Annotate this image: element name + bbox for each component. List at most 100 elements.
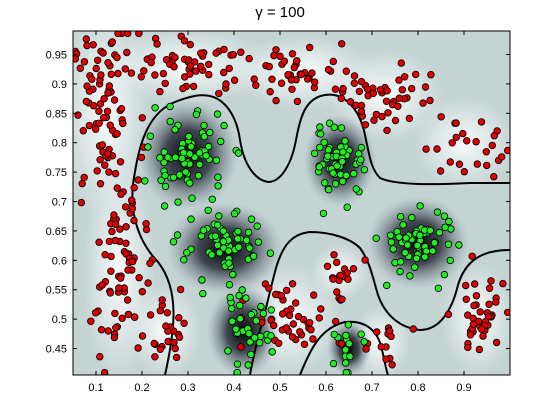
- green-point-218: [232, 325, 240, 333]
- green-point-259: [395, 233, 403, 241]
- red-point-163: [272, 96, 280, 105]
- green-point-212: [256, 339, 264, 347]
- red-point-193: [383, 126, 391, 135]
- red-point-326: [170, 338, 178, 347]
- red-point-187: [350, 72, 359, 80]
- green-point-182: [180, 256, 188, 264]
- red-point-185: [395, 76, 403, 84]
- red-point-186: [405, 114, 414, 123]
- green-point-160: [245, 244, 254, 252]
- red-point-393: [349, 265, 358, 273]
- red-point-216: [397, 59, 405, 67]
- green-point-208: [246, 338, 254, 346]
- green-point-138: [187, 215, 195, 223]
- red-point-54: [82, 35, 90, 43]
- red-point-277: [124, 266, 132, 274]
- red-point-179: [311, 78, 319, 86]
- red-point-240: [488, 141, 496, 150]
- red-point-8: [103, 107, 112, 115]
- red-point-1: [89, 41, 97, 49]
- red-point-174: [252, 81, 260, 89]
- red-point-33: [113, 53, 121, 62]
- red-point-426: [476, 308, 484, 316]
- red-point-196: [391, 116, 400, 125]
- x-tick-label-8: 0.9: [456, 382, 471, 394]
- red-point-237: [477, 118, 486, 126]
- red-point-241: [490, 131, 498, 140]
- green-point-274: [383, 281, 391, 290]
- green-point-139: [173, 231, 182, 239]
- green-point-116: [329, 169, 337, 177]
- red-point-343: [176, 285, 185, 294]
- red-point-24: [119, 119, 127, 128]
- green-point-245: [416, 202, 424, 210]
- red-point-125: [127, 69, 136, 77]
- red-point-333: [175, 314, 183, 322]
- green-point-287: [329, 359, 338, 368]
- red-point-207: [419, 99, 427, 107]
- red-point-208: [337, 94, 345, 103]
- red-point-339: [158, 296, 166, 304]
- red-point-372: [289, 320, 298, 328]
- series-red-points: [73, 31, 510, 375]
- green-point-50: [200, 132, 208, 141]
- red-point-366: [288, 333, 297, 341]
- green-point-184: [213, 221, 222, 229]
- green-point-44: [214, 173, 222, 181]
- x-tick-label-0: 0.1: [88, 382, 103, 394]
- red-point-95: [237, 48, 245, 56]
- red-point-311: [128, 204, 137, 213]
- green-point-136: [208, 251, 216, 259]
- red-point-335: [175, 333, 184, 341]
- red-point-367: [283, 286, 291, 295]
- y-tick-label-3: 0.6: [52, 255, 67, 267]
- red-point-375: [275, 339, 283, 347]
- red-point-112: [205, 70, 213, 79]
- green-point-63: [161, 171, 169, 180]
- green-point-69: [204, 142, 213, 151]
- green-point-174: [219, 227, 227, 235]
- red-point-274: [104, 327, 112, 335]
- y-tick-label-6: 0.75: [46, 167, 67, 179]
- red-point-436: [464, 311, 472, 319]
- red-point-48: [82, 97, 90, 106]
- green-point-271: [413, 241, 421, 250]
- red-point-151: [290, 63, 298, 72]
- green-point-238: [397, 258, 405, 266]
- red-point-461: [477, 325, 486, 333]
- red-point-322: [151, 353, 159, 361]
- red-point-419: [362, 345, 370, 353]
- red-point-336: [146, 311, 155, 319]
- red-point-53: [93, 56, 102, 64]
- red-point-215: [357, 107, 366, 116]
- green-point-181: [229, 270, 237, 279]
- red-point-166: [268, 75, 276, 83]
- green-point-235: [399, 221, 407, 229]
- green-point-270: [372, 234, 380, 242]
- green-point-293: [342, 359, 350, 367]
- green-point-149: [244, 228, 253, 237]
- green-point-74: [316, 143, 324, 152]
- red-point-43: [105, 82, 113, 90]
- red-point-286: [117, 190, 125, 198]
- red-point-93: [197, 49, 205, 57]
- red-point-177: [288, 85, 296, 93]
- x-tick-label-6: 0.7: [364, 382, 379, 394]
- red-point-404: [338, 295, 346, 303]
- red-point-384: [317, 305, 325, 313]
- green-point-253: [441, 223, 449, 231]
- red-point-10: [93, 167, 101, 175]
- red-point-176: [287, 76, 296, 84]
- red-point-59: [97, 71, 105, 79]
- red-point-245: [437, 113, 445, 121]
- red-point-209: [357, 77, 366, 86]
- red-point-190: [361, 121, 370, 129]
- green-point-178: [208, 195, 216, 203]
- red-point-247: [436, 167, 445, 175]
- red-point-379: [309, 335, 317, 343]
- green-point-185: [268, 348, 276, 356]
- green-point-97: [337, 124, 346, 132]
- y-tick-label-4: 0.65: [46, 226, 67, 238]
- red-point-63: [96, 155, 104, 164]
